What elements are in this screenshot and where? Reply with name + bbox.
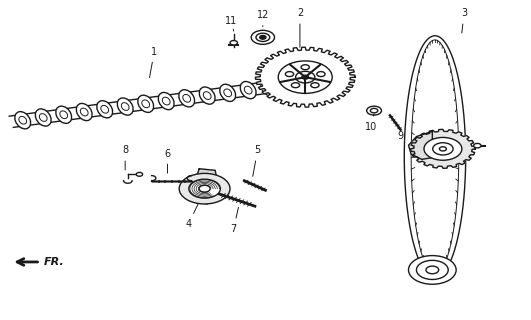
Polygon shape bbox=[255, 47, 355, 107]
Circle shape bbox=[251, 30, 275, 44]
Ellipse shape bbox=[15, 112, 31, 129]
Circle shape bbox=[285, 72, 294, 76]
Circle shape bbox=[311, 83, 319, 88]
Circle shape bbox=[189, 179, 220, 198]
Ellipse shape bbox=[158, 92, 174, 110]
Circle shape bbox=[230, 41, 237, 45]
Text: 11: 11 bbox=[225, 16, 237, 31]
Circle shape bbox=[136, 172, 143, 176]
Ellipse shape bbox=[179, 90, 194, 107]
Circle shape bbox=[278, 61, 332, 93]
Polygon shape bbox=[410, 129, 475, 168]
Ellipse shape bbox=[261, 79, 277, 96]
Polygon shape bbox=[9, 78, 299, 127]
Text: 7: 7 bbox=[230, 207, 238, 234]
Circle shape bbox=[440, 147, 447, 151]
Polygon shape bbox=[408, 131, 432, 159]
Ellipse shape bbox=[289, 78, 321, 87]
Ellipse shape bbox=[199, 87, 215, 104]
Circle shape bbox=[301, 65, 310, 70]
Ellipse shape bbox=[56, 106, 72, 124]
Polygon shape bbox=[404, 36, 466, 278]
Ellipse shape bbox=[315, 76, 326, 84]
Text: 6: 6 bbox=[165, 148, 170, 173]
Circle shape bbox=[179, 173, 230, 204]
Text: 5: 5 bbox=[253, 146, 261, 176]
Text: 12: 12 bbox=[256, 10, 269, 27]
Ellipse shape bbox=[36, 109, 51, 126]
Circle shape bbox=[296, 71, 315, 83]
Circle shape bbox=[416, 260, 448, 279]
Text: 2: 2 bbox=[297, 8, 303, 47]
Text: FR.: FR. bbox=[44, 257, 65, 267]
Circle shape bbox=[260, 36, 266, 39]
Circle shape bbox=[424, 138, 462, 160]
Ellipse shape bbox=[117, 98, 133, 115]
Circle shape bbox=[367, 106, 381, 115]
Circle shape bbox=[199, 185, 210, 192]
Circle shape bbox=[408, 256, 456, 284]
Circle shape bbox=[433, 143, 453, 155]
Text: 4: 4 bbox=[186, 204, 198, 229]
Ellipse shape bbox=[220, 84, 236, 101]
Circle shape bbox=[474, 143, 481, 148]
Ellipse shape bbox=[138, 95, 153, 112]
Ellipse shape bbox=[76, 103, 92, 121]
Ellipse shape bbox=[241, 82, 256, 99]
Circle shape bbox=[370, 108, 378, 113]
Circle shape bbox=[256, 33, 270, 42]
Ellipse shape bbox=[97, 101, 113, 118]
Text: 1: 1 bbox=[150, 47, 157, 78]
Circle shape bbox=[302, 75, 309, 79]
Text: 10: 10 bbox=[365, 114, 378, 132]
Text: 8: 8 bbox=[122, 146, 128, 170]
Polygon shape bbox=[191, 169, 218, 204]
Circle shape bbox=[317, 72, 325, 76]
Text: 3: 3 bbox=[461, 8, 467, 33]
Circle shape bbox=[426, 266, 439, 274]
Text: 9: 9 bbox=[398, 125, 404, 141]
Circle shape bbox=[292, 83, 299, 88]
